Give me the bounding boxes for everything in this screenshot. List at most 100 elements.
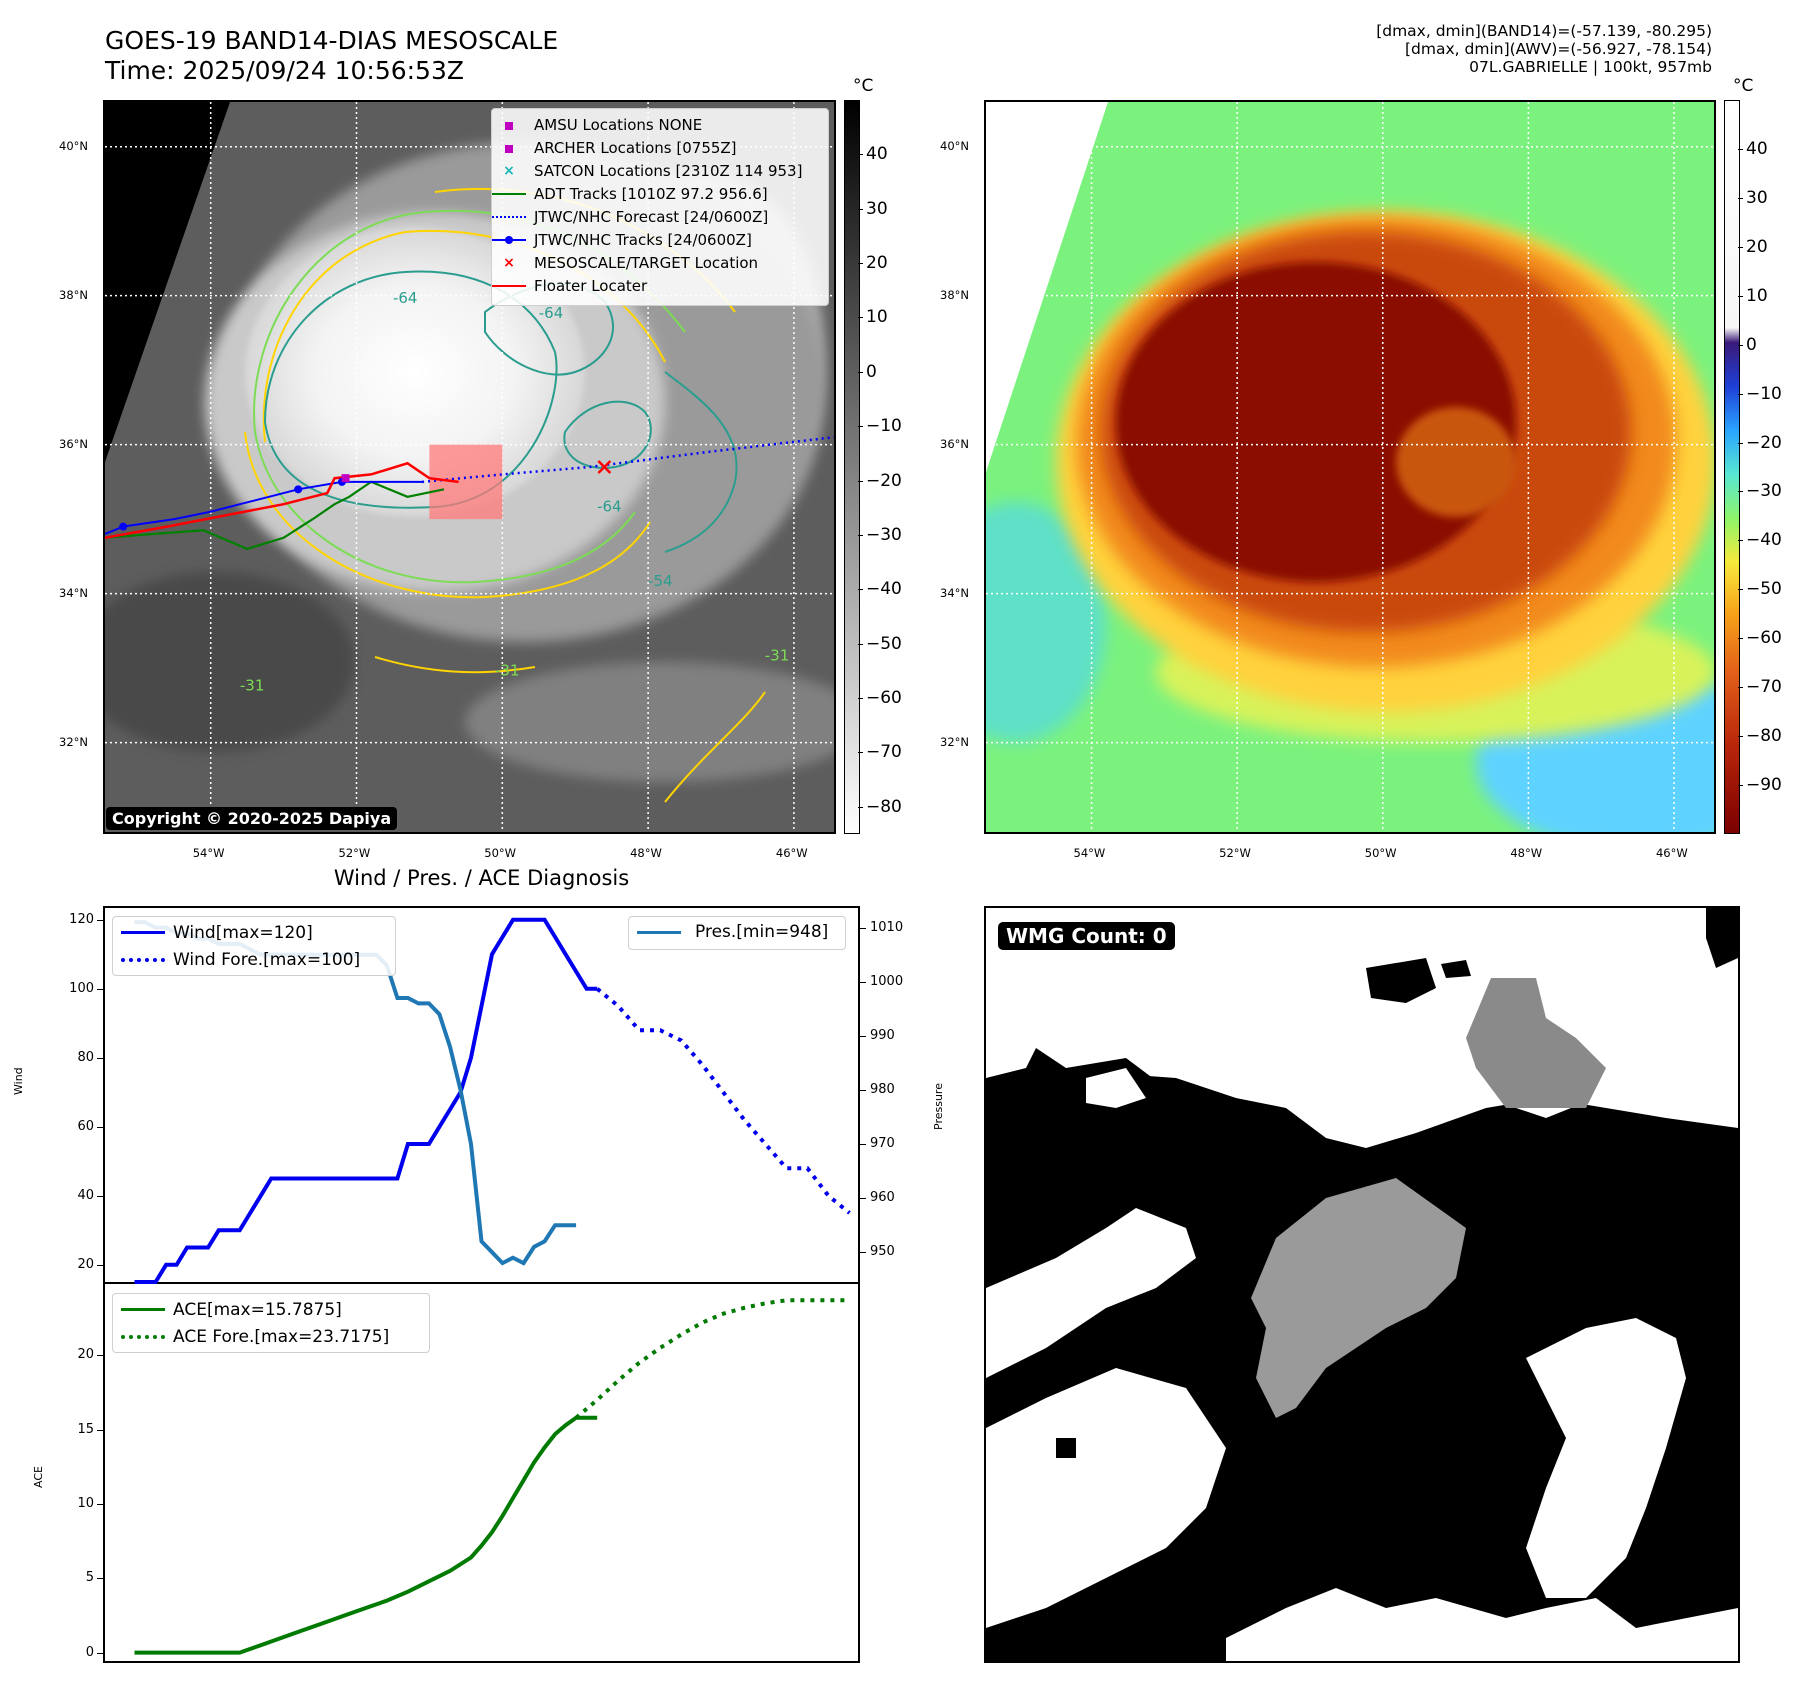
right-colorbar-tick-mark bbox=[1738, 295, 1743, 297]
right-map-lat-label: 34°N bbox=[940, 585, 969, 600]
floater-box bbox=[429, 444, 503, 520]
legend-archer: ARCHER Locations [0755Z] bbox=[534, 138, 737, 157]
left-colorbar-tick-mark bbox=[858, 208, 863, 210]
diagnosis-frame bbox=[103, 906, 860, 1663]
pressure-axis-tick-label: 1000 bbox=[870, 973, 904, 989]
left-colorbar-tick-mark bbox=[858, 589, 863, 591]
ace-axis-tick-mark bbox=[97, 1652, 103, 1654]
blue-line-dot-icon bbox=[492, 235, 526, 244]
left-colorbar-tick-mark bbox=[858, 806, 863, 808]
pressure-axis-tick-mark bbox=[860, 1089, 866, 1091]
legend-satcon: SATCON Locations [2310Z 114 953] bbox=[534, 161, 803, 180]
diagnosis-plot-area bbox=[134, 917, 851, 1655]
green-line-icon bbox=[492, 192, 526, 195]
left-colorbar-tick-label: −20 bbox=[866, 470, 902, 491]
ace-axis-tick-mark bbox=[97, 1578, 103, 1580]
wind-series-line bbox=[134, 917, 598, 1284]
right-map-lat-label: 40°N bbox=[940, 138, 969, 153]
right-map-lat-label: 38°N bbox=[940, 287, 969, 302]
right-map-lon-label: 50°W bbox=[1364, 846, 1397, 860]
ace-axis-tick-mark bbox=[97, 1503, 103, 1505]
right-colorbar-tick-mark bbox=[1738, 246, 1743, 248]
wind-axis-tick-label: 80 bbox=[77, 1049, 94, 1065]
pressure-axis-tick-mark bbox=[860, 1035, 866, 1037]
left-colorbar-tick-label: −70 bbox=[866, 742, 902, 763]
red-x-marker-icon: × bbox=[503, 254, 515, 271]
info-line-awv: [dmax, dmin](AWV)=(-56.927, -78.154) bbox=[1405, 40, 1712, 58]
wind-axis-label: Wind bbox=[12, 1067, 25, 1095]
right-map-lon-label: 46°W bbox=[1655, 846, 1688, 860]
pressure-axis-tick-label: 990 bbox=[870, 1027, 895, 1043]
right-colorbar-tick-label: 40 bbox=[1746, 138, 1768, 159]
jtwc-track-point bbox=[119, 522, 128, 531]
right-colorbar-tick-label: 20 bbox=[1746, 236, 1768, 257]
ir-map-panel: -64 -64 -64 -54 -31 -31 -31 Copyright © 2020-2… bbox=[103, 100, 836, 834]
wind-axis-tick-label: 100 bbox=[69, 980, 94, 996]
cyan-x-marker-icon: × bbox=[503, 162, 515, 179]
right-colorbar-tick-label: −30 bbox=[1746, 481, 1782, 502]
legend-pres: Pres.[min=948] bbox=[695, 922, 829, 942]
right-map-lon-label: 52°W bbox=[1219, 846, 1251, 860]
pressure-axis-tick-label: 960 bbox=[870, 1190, 895, 1206]
left-colorbar-unit: °C bbox=[853, 76, 874, 96]
pressure-axis-tick-label: 980 bbox=[870, 1081, 895, 1097]
pressure-legend: Pres.[min=948] bbox=[628, 916, 846, 950]
right-colorbar-tick-mark bbox=[1738, 736, 1743, 738]
legend-ace: ACE[max=15.7875] bbox=[173, 1299, 342, 1320]
jtwc-track-point bbox=[294, 485, 303, 494]
legend-adt: ADT Tracks [1010Z 97.2 956.6] bbox=[534, 184, 768, 203]
target-location-marker bbox=[597, 460, 612, 474]
wind-axis-tick-mark bbox=[97, 1264, 103, 1266]
legend-target: MESOSCALE/TARGET Location bbox=[534, 253, 759, 272]
figure-title-line2: Time: 2025/09/24 10:56:53Z bbox=[105, 56, 464, 85]
left-map-lon-label: 50°W bbox=[484, 846, 517, 860]
awv-map-panel bbox=[984, 100, 1716, 834]
left-colorbar-tick-mark bbox=[858, 752, 863, 754]
wind-axis-tick-label: 120 bbox=[69, 911, 94, 927]
left-colorbar-tick-label: −60 bbox=[866, 688, 902, 709]
right-colorbar-tick-label: −60 bbox=[1746, 628, 1782, 649]
red-line-icon bbox=[492, 284, 526, 287]
wind-axis-tick-mark bbox=[97, 988, 103, 990]
right-map-lat-label: 36°N bbox=[940, 436, 969, 451]
right-colorbar-tick-label: 0 bbox=[1746, 334, 1757, 355]
left-colorbar-tick-label: −80 bbox=[866, 796, 902, 817]
right-colorbar-tick-mark bbox=[1738, 491, 1743, 493]
info-line-storm: 07L.GABRIELLE | 100kt, 957mb bbox=[1469, 58, 1712, 76]
left-colorbar-tick-mark bbox=[858, 154, 863, 156]
left-colorbar-tick-mark bbox=[858, 426, 863, 428]
awv-map-canvas bbox=[986, 102, 1714, 832]
left-map-lon-label: 52°W bbox=[338, 846, 371, 860]
adt-track-line bbox=[105, 480, 445, 551]
right-colorbar-tick-mark bbox=[1738, 393, 1743, 395]
right-colorbar-tick-label: 10 bbox=[1746, 285, 1768, 306]
pressure-axis-label: Pressure bbox=[932, 1083, 945, 1130]
legend-ace-fore: ACE Fore.[max=23.7175] bbox=[173, 1326, 390, 1347]
wind-axis-tick-mark bbox=[97, 1195, 103, 1197]
ace-series-line bbox=[134, 1415, 598, 1655]
ace-axis-tick-label: 10 bbox=[77, 1495, 94, 1511]
ace-dotted-line-icon bbox=[121, 1334, 165, 1339]
left-colorbar-tick-label: 10 bbox=[866, 307, 888, 328]
left-colorbar-tick-mark bbox=[858, 263, 863, 265]
right-colorbar-tick-mark bbox=[1738, 442, 1743, 444]
right-colorbar-tick-mark bbox=[1738, 687, 1743, 689]
contour-label: -64 bbox=[393, 289, 418, 307]
right-colorbar-tick-mark bbox=[1738, 785, 1743, 787]
left-map-lon-label: 46°W bbox=[775, 846, 808, 860]
right-colorbar bbox=[1724, 100, 1740, 834]
left-colorbar-tick-mark bbox=[858, 480, 863, 482]
figure-title-line1: GOES-19 BAND14-DIAS MESOSCALE bbox=[105, 26, 559, 55]
info-block: [dmax, dmin](BAND14)=(-57.139, -80.295) … bbox=[1012, 22, 1712, 76]
wmg-canvas bbox=[986, 908, 1738, 1661]
info-line-band14: [dmax, dmin](BAND14)=(-57.139, -80.295) bbox=[1376, 22, 1712, 40]
wmg-count-badge: WMG Count: 0 bbox=[998, 922, 1175, 950]
right-colorbar-tick-mark bbox=[1738, 589, 1743, 591]
right-colorbar-tick-label: −20 bbox=[1746, 432, 1782, 453]
ace-forecast-line bbox=[574, 1298, 850, 1420]
contour-label: -54 bbox=[648, 572, 673, 590]
left-colorbar-tick-label: −40 bbox=[866, 579, 902, 600]
right-map-lon-label: 48°W bbox=[1510, 846, 1543, 860]
wind-dotted-line-icon bbox=[121, 957, 165, 962]
right-colorbar-tick-label: −80 bbox=[1746, 726, 1782, 747]
